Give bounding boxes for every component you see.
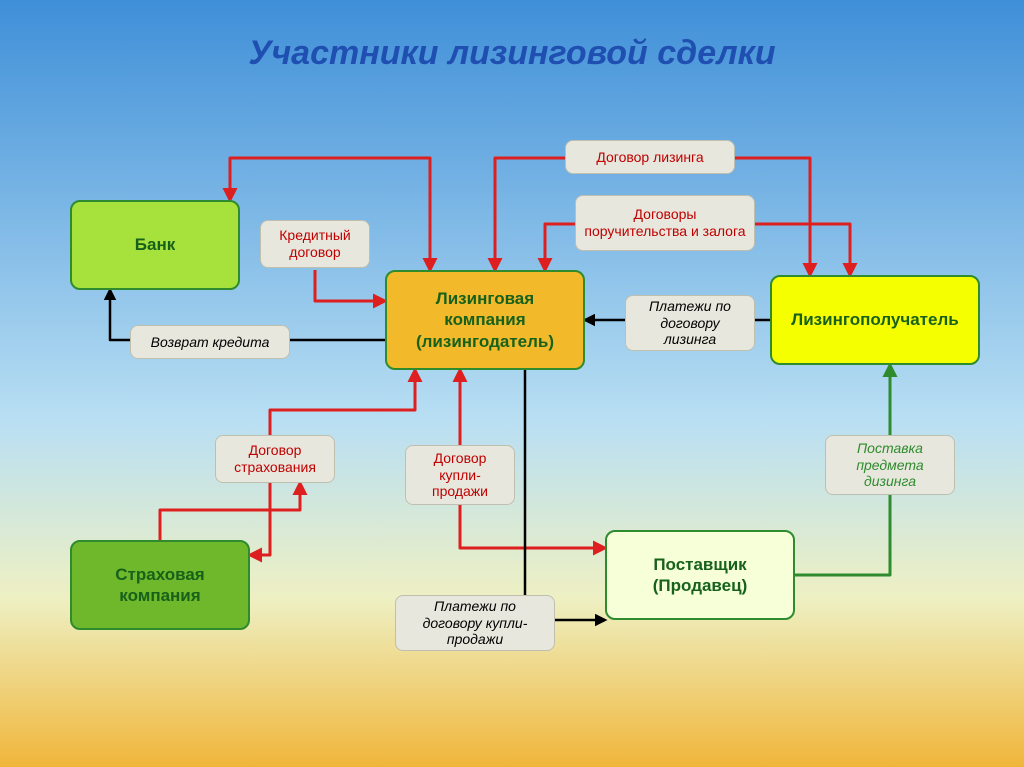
label-sale_contract: Договор купли-продажи <box>405 445 515 505</box>
label-delivery: Поставка предмета дизинга <box>825 435 955 495</box>
label-credit_contract: Кредитный договор <box>260 220 370 268</box>
node-lessee: Лизингополучатель <box>770 275 980 365</box>
node-insurance: Страховая компания <box>70 540 250 630</box>
label-lease_payments: Платежи по договору лизинга <box>625 295 755 351</box>
node-supplier: Поставщик (Продавец) <box>605 530 795 620</box>
label-credit_return: Возврат кредита <box>130 325 290 359</box>
diagram-canvas: Участники лизинговой сделки Банк Лизингов… <box>0 0 1024 767</box>
label-lease_contract: Договор лизинга <box>565 140 735 174</box>
node-leasing: Лизинговая компания (лизингодатель) <box>385 270 585 370</box>
node-bank: Банк <box>70 200 240 290</box>
arrow-layer <box>0 0 1024 767</box>
diagram-title: Участники лизинговой сделки <box>0 34 1024 73</box>
label-surety_pledge: Договоры поручительства и залога <box>575 195 755 251</box>
label-insurance_contract: Договор страхования <box>215 435 335 483</box>
label-sale_payments: Платежи по договору купли-продажи <box>395 595 555 651</box>
